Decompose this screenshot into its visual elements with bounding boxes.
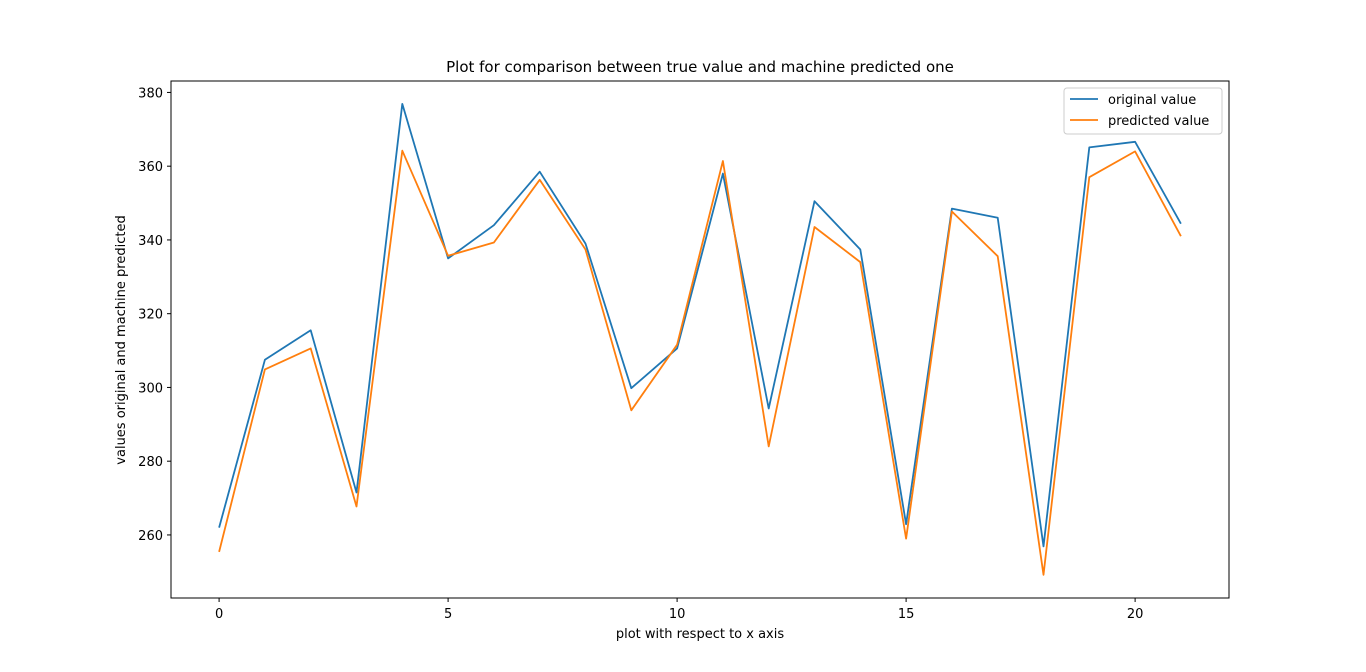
x-tick-label: 0: [215, 607, 223, 622]
y-tick-label: 320: [138, 308, 163, 323]
series-line-predicted-value: [218, 149, 1182, 576]
plot-frame: [170, 80, 1230, 599]
chart-title: Plot for comparison between true value a…: [446, 58, 954, 76]
series-line-original-value: [218, 103, 1182, 548]
legend-label: predicted value: [1108, 114, 1209, 129]
x-tick-label: 15: [898, 607, 915, 622]
legend-label: original value: [1108, 93, 1196, 108]
x-tick-label: 5: [444, 607, 452, 622]
y-tick-label: 300: [138, 381, 163, 396]
y-tick-label: 360: [138, 160, 163, 175]
x-axis-label: plot with respect to x axis: [616, 627, 784, 642]
x-tick-label: 10: [669, 607, 686, 622]
x-tick-label: 20: [1127, 607, 1144, 622]
y-tick-label: 280: [138, 455, 163, 470]
y-tick-label: 260: [138, 529, 163, 544]
legend-box: [1063, 87, 1223, 135]
y-tick-label: 380: [138, 86, 163, 101]
y-axis-label: values original and machine predicted: [114, 215, 129, 464]
y-tick-label: 340: [138, 234, 163, 249]
